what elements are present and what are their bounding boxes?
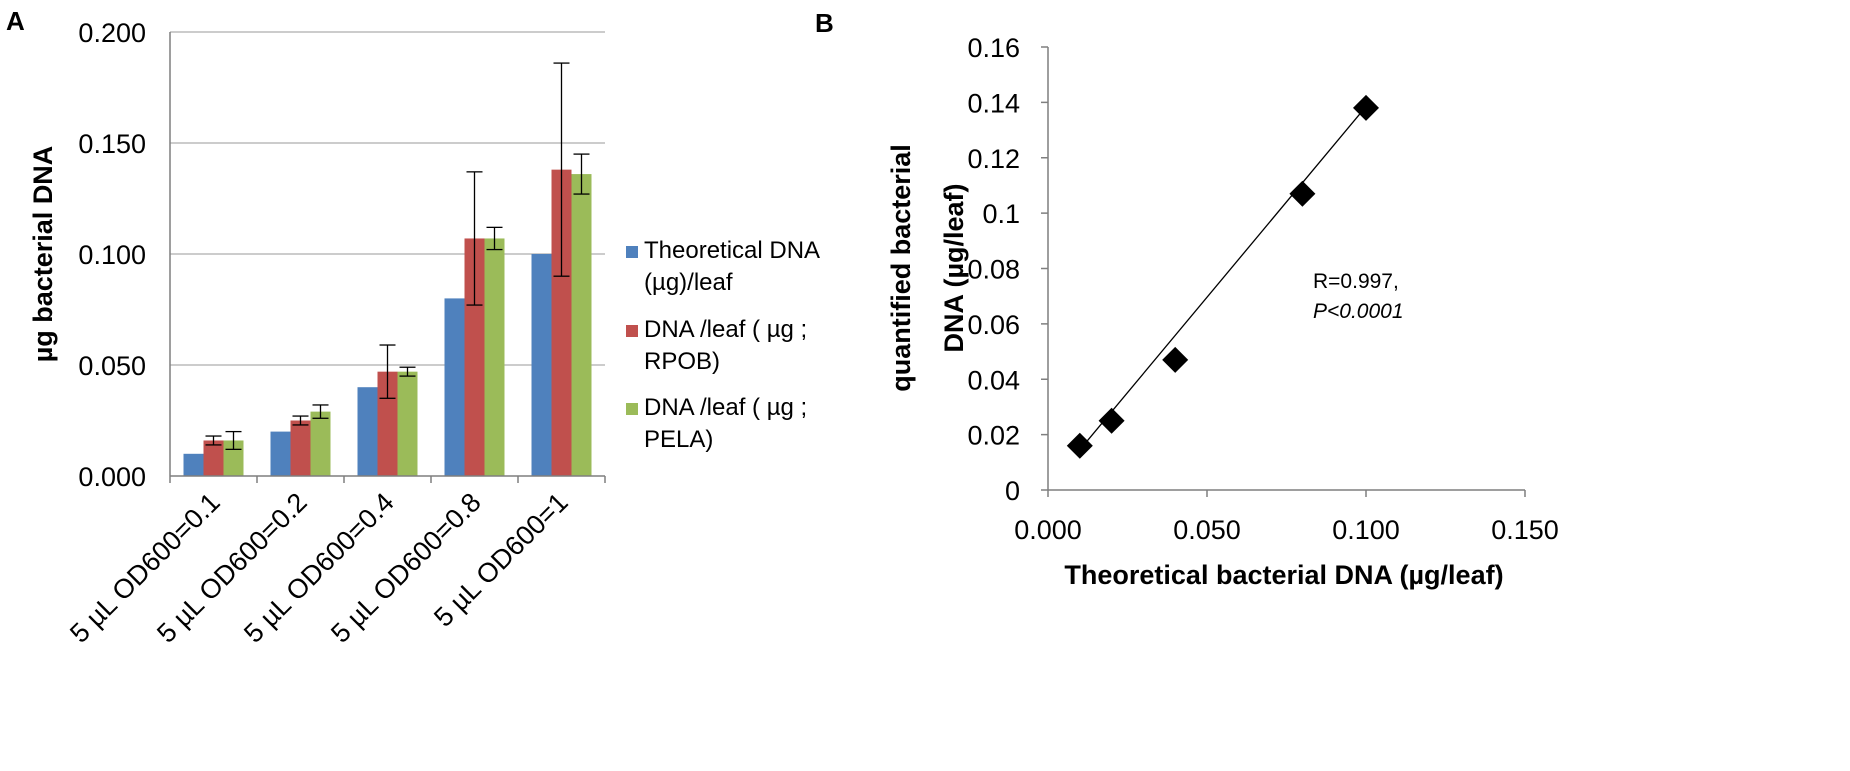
a-bar <box>464 238 485 476</box>
b-x-tick-label: 0.150 <box>1491 515 1559 545</box>
panel-a-letter: A <box>6 6 25 36</box>
a-legend-swatch <box>626 403 638 415</box>
a-legend-swatch <box>626 246 638 258</box>
b-trendline-line <box>1079 106 1367 451</box>
a-axes <box>169 32 606 483</box>
b-y-axis-title-line-2: DNA (µg/leaf) <box>939 183 969 352</box>
b-y-tick-label: 0.1 <box>982 199 1020 229</box>
panel-b-letter: B <box>815 8 834 38</box>
a-y-tick-label: 0.000 <box>78 462 146 492</box>
b-data-point <box>1162 346 1189 373</box>
a-y-tick-label: 0.050 <box>78 351 146 381</box>
a-error-bars <box>205 62 590 451</box>
b-x-tick-label: 0.000 <box>1014 515 1082 545</box>
a-bar <box>310 411 331 476</box>
b-data-point <box>1066 432 1093 459</box>
a-legend-label: PELA) <box>644 426 713 453</box>
b-y-tick-label: 0.16 <box>967 33 1020 63</box>
b-y-tick-label: 0.02 <box>967 421 1020 451</box>
a-bar <box>484 238 505 476</box>
a-bar <box>551 169 572 476</box>
a-bar <box>444 298 465 476</box>
b-y-tick-label: 0.12 <box>967 144 1020 174</box>
a-legend-label: RPOB) <box>644 348 720 375</box>
b-y-tick-label: 0.06 <box>967 310 1020 340</box>
b-y-tick-label: 0.04 <box>967 365 1020 395</box>
a-bar <box>397 371 418 476</box>
a-y-axis-title: µg bacterial DNA <box>28 146 58 363</box>
b-y-tick-label: 0.08 <box>967 255 1020 285</box>
a-legend-label: DNA /leaf ( µg ; <box>644 394 807 421</box>
a-legend-swatch <box>626 325 638 337</box>
a-bar <box>290 420 311 476</box>
panel-a-bar-chart: A 0.000 0.050 0.100 0.150 0.200 5 µL OD600=0… <box>6 6 820 649</box>
b-axes <box>1041 46 1526 497</box>
b-x-tick-label: 0.100 <box>1332 515 1400 545</box>
a-bar <box>203 440 224 476</box>
a-x-tick-label: 5 µL OD600=0.2 <box>151 487 313 649</box>
b-y-tick-labels: 0 0.02 0.04 0.06 0.08 0.1 0.12 0.14 0.16 <box>967 33 1020 506</box>
a-y-tick-label: 0.100 <box>78 240 146 270</box>
b-data-point <box>1289 180 1316 207</box>
a-y-tick-labels: 0.000 0.050 0.100 0.150 0.200 <box>78 18 146 492</box>
a-y-tick-label: 0.150 <box>78 129 146 159</box>
b-data-point <box>1098 407 1125 434</box>
a-bar <box>357 387 378 476</box>
a-bar <box>531 254 552 476</box>
b-y-axis-title-line-1: quantified bacterial <box>886 144 916 392</box>
a-bars <box>183 169 592 476</box>
a-legend-label: DNA /leaf ( µg ; <box>644 316 807 343</box>
a-x-tick-label: 5 µL OD600=0.8 <box>325 487 487 649</box>
a-legend-label: Theoretical DNA <box>644 237 820 264</box>
a-bar <box>270 431 291 476</box>
panel-b-scatter-chart: B 0 0.02 0.04 0.06 0.08 0.1 0.12 0.14 0.16 0.000… <box>815 8 1559 590</box>
a-legend-label: (µg)/leaf <box>644 269 733 296</box>
a-y-tick-label: 0.200 <box>78 18 146 48</box>
a-bar <box>183 453 204 476</box>
b-x-tick-labels: 0.000 0.050 0.100 0.150 <box>1014 515 1559 545</box>
b-annotation-p: P<0.0001 <box>1313 300 1404 323</box>
b-y-tick-label: 0.14 <box>967 88 1020 118</box>
b-data-point <box>1353 94 1379 121</box>
b-annotation-r: R=0.997, <box>1313 270 1399 293</box>
a-x-tick-label: 5 µL OD600=0.1 <box>64 487 226 649</box>
b-points <box>1066 94 1379 459</box>
b-x-axis-title: Theoretical bacterial DNA (µg/leaf) <box>1064 560 1503 590</box>
b-trendline <box>1079 106 1367 451</box>
b-y-axis-title: quantified bacterial DNA (µg/leaf) <box>886 144 969 392</box>
a-bar <box>571 174 592 476</box>
a-x-tick-label: 5 µL OD600=0.4 <box>238 487 400 649</box>
b-y-tick-label: 0 <box>1005 476 1020 506</box>
a-x-tick-labels: 5 µL OD600=0.15 µL OD600=0.25 µL OD600=0… <box>64 487 574 649</box>
b-x-tick-label: 0.050 <box>1173 515 1241 545</box>
a-legend: Theoretical DNA (µg)/leaf DNA /leaf ( µg ;… <box>626 237 820 453</box>
